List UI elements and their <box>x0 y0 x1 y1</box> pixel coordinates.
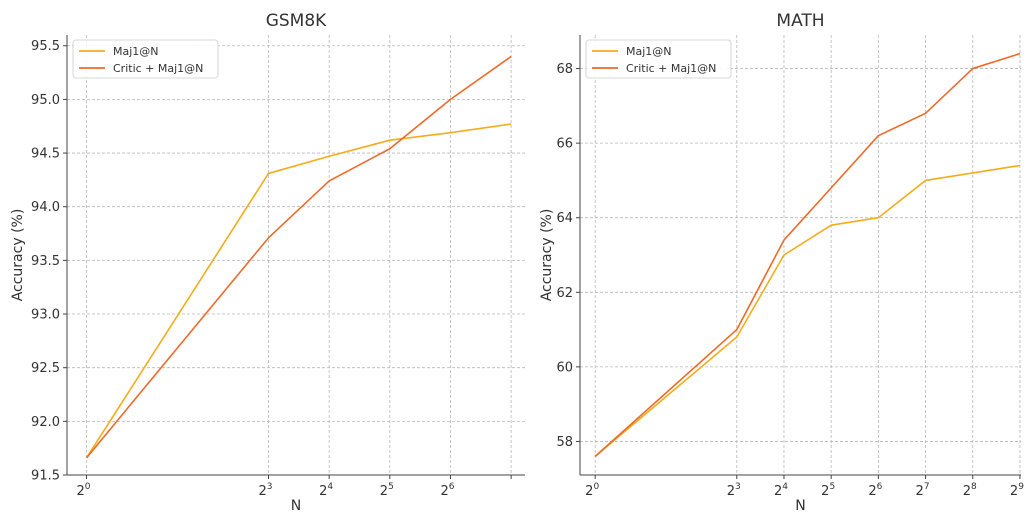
x-tick-label: 25 <box>821 482 835 499</box>
x-tick-label: 23 <box>727 482 741 499</box>
chart-title: GSM8K <box>266 11 327 31</box>
chart-title: MATH <box>776 11 824 31</box>
x-axis-label: N <box>291 498 301 510</box>
x-axis-label: N <box>795 498 805 510</box>
y-tick-label: 93.5 <box>31 254 60 269</box>
series-line-critic-maj1-at-n <box>594 52 1021 457</box>
y-tick-label: 95.5 <box>31 39 60 54</box>
y-tick-label: 68 <box>556 62 573 77</box>
x-tick-label: 20 <box>585 482 599 499</box>
x-tick-label: 29 <box>1010 482 1024 499</box>
y-tick-label: 62 <box>556 286 573 301</box>
x-tick-label: 24 <box>319 482 333 499</box>
legend-label: Maj1@N <box>626 45 672 58</box>
legend-label: Maj1@N <box>113 45 159 58</box>
x-tick-label: 25 <box>380 482 394 499</box>
x-tick-label: 24 <box>774 482 788 499</box>
y-tick-label: 60 <box>556 360 573 375</box>
series-line-maj1-at-n <box>85 123 512 459</box>
y-tick-label: 91.5 <box>31 469 60 484</box>
x-tick-label: 20 <box>77 482 91 499</box>
chart-panel-0: 20 23 24 25 26 91.5 92.0 92.5 93.0 93.5 94.0 94.5 95… <box>10 11 525 514</box>
series-line-critic-maj1-at-n <box>85 55 512 459</box>
y-axis-label: Accuracy (%) <box>10 209 26 302</box>
legend-box <box>585 39 732 79</box>
chart-panel-1: 20 23 24 25 26 27 28 29 58 60 62 64 66 68 MATH N Accurac… <box>539 11 1024 514</box>
legend: Maj1@N Critic + Maj1@N <box>585 39 732 79</box>
y-tick-label: 93.0 <box>31 308 60 323</box>
series-line-maj1-at-n <box>594 164 1021 457</box>
legend-label: Critic + Maj1@N <box>626 62 716 75</box>
y-tick-label: 95.0 <box>31 93 60 108</box>
x-tick-label: 26 <box>868 482 882 499</box>
legend-label: Critic + Maj1@N <box>113 62 203 75</box>
y-axis-label: Accuracy (%) <box>539 209 555 302</box>
x-tick-label: 23 <box>258 482 272 499</box>
legend: Maj1@N Critic + Maj1@N <box>72 39 219 79</box>
y-tick-label: 64 <box>556 211 573 226</box>
y-tick-label: 58 <box>556 435 573 450</box>
y-tick-label: 92.0 <box>31 415 60 430</box>
y-tick-label: 94.5 <box>31 147 60 162</box>
x-tick-label: 27 <box>916 482 930 499</box>
x-tick-label: 26 <box>440 482 454 499</box>
y-tick-label: 92.5 <box>31 361 60 376</box>
y-tick-label: 66 <box>556 137 573 152</box>
legend-box <box>72 39 219 79</box>
y-tick-label: 94.0 <box>31 200 60 215</box>
x-tick-label: 28 <box>963 482 977 499</box>
